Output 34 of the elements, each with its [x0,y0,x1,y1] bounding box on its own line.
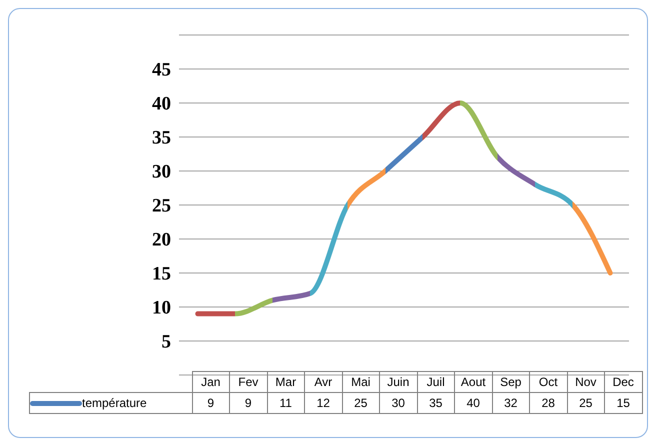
x-tick-label: Aout [454,372,492,392]
y-tick-label: 45 [152,60,171,81]
data-label: 12 [304,392,342,414]
data-label: 11 [267,392,304,414]
text: température [82,396,147,410]
data-label: 28 [530,392,567,414]
y-tick-label: 40 [152,94,171,115]
y-tick-label: 15 [152,264,171,285]
data-label: 40 [454,392,492,414]
x-tick-label: Juin [380,372,417,392]
x-tick-label: Mai [342,372,380,392]
x-tick-label: Jan [192,372,230,392]
data-label: 25 [567,392,604,414]
y-tick-label: 20 [152,230,171,251]
data-label: 9 [192,392,230,414]
y-tick-label: 10 [152,298,171,319]
x-tick-label: Mar [267,372,304,392]
x-tick-label: Oct [530,372,567,392]
x-tick-label: Nov [567,372,604,392]
data-label: 9 [230,392,267,414]
x-tick-label: Fev [230,372,267,392]
data-label: 30 [380,392,417,414]
x-tick-label: Dec [604,372,642,392]
y-tick-label: 25 [152,196,171,217]
y-tick-label: 5 [162,332,171,353]
data-label: 35 [417,392,454,414]
data-label: 32 [492,392,530,414]
x-tick-label: Sep [492,372,530,392]
x-tick-label: Juil [417,372,454,392]
data-label: 15 [604,392,642,414]
x-tick-label: Avr [304,372,342,392]
y-tick-label: 30 [152,162,171,183]
data-label: 25 [342,392,380,414]
y-tick-label: 35 [152,128,171,149]
